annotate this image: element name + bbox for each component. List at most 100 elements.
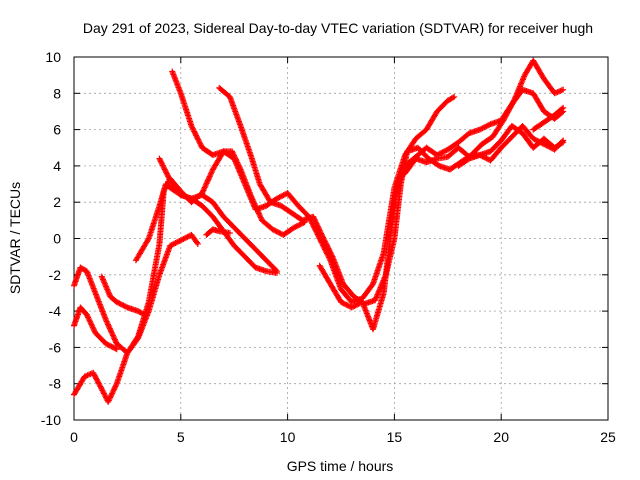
data-point: [257, 214, 264, 221]
data-point: [351, 303, 358, 310]
data-point: [544, 143, 551, 150]
data-point: [280, 192, 287, 199]
data-point: [109, 331, 116, 338]
data-point: [344, 302, 351, 309]
data-points: [71, 57, 567, 405]
data-point: [313, 220, 320, 227]
data-point: [482, 154, 489, 161]
data-point: [324, 244, 331, 251]
data-point: [109, 332, 116, 339]
data-point: [116, 300, 123, 307]
x-axis-label: GPS time / hours: [287, 458, 394, 474]
data-point: [112, 337, 119, 344]
data-point: [87, 318, 94, 325]
data-point: [157, 158, 164, 165]
data-point: [111, 386, 118, 393]
grid: [74, 57, 608, 420]
data-point: [293, 223, 300, 230]
data-point: [110, 387, 117, 394]
data-point: [226, 230, 233, 237]
y-tick-label: -4: [49, 303, 62, 319]
data-point: [179, 236, 186, 243]
data-point: [449, 94, 456, 101]
data-point: [113, 382, 120, 389]
data-point: [482, 123, 489, 130]
data-point: [108, 329, 115, 336]
data-point: [189, 124, 196, 131]
data-point: [113, 299, 120, 306]
data-point: [202, 183, 209, 190]
data-point: [229, 149, 236, 156]
data-point: [159, 161, 166, 168]
data-point: [173, 239, 180, 246]
data-point: [108, 391, 115, 398]
data-point: [312, 219, 319, 226]
data-point: [103, 317, 110, 324]
data-point: [85, 314, 92, 321]
data-point: [277, 193, 284, 200]
data-point: [88, 321, 95, 328]
series-track: [71, 148, 308, 405]
data-point: [84, 313, 91, 320]
data-point: [193, 239, 200, 246]
x-tick-label: 0: [70, 429, 78, 445]
data-point: [112, 345, 119, 352]
data-point: [320, 234, 327, 241]
data-point: [486, 121, 493, 128]
data-point: [171, 240, 178, 247]
data-point: [200, 187, 207, 194]
series-track: [316, 86, 567, 333]
data-point: [269, 226, 276, 233]
data-point: [161, 166, 168, 173]
data-point: [120, 302, 127, 309]
data-point: [167, 242, 174, 249]
data-point: [478, 152, 485, 159]
data-point: [111, 335, 118, 342]
data-point: [340, 300, 347, 307]
data-point: [279, 192, 286, 199]
data-point: [327, 249, 334, 256]
data-point: [534, 137, 541, 144]
data-point: [272, 267, 279, 274]
data-point: [201, 184, 208, 191]
y-tick-label: 0: [53, 231, 61, 247]
data-point: [176, 237, 183, 244]
data-point: [121, 303, 128, 310]
data-point: [276, 229, 283, 236]
data-point: [270, 227, 277, 234]
data-point: [338, 299, 344, 306]
data-point: [203, 180, 210, 187]
data-point: [328, 252, 335, 259]
series-track: [203, 226, 233, 238]
data-point: [104, 319, 111, 326]
data-point: [318, 230, 325, 237]
data-point: [560, 86, 567, 93]
data-point: [85, 315, 92, 322]
data-point: [209, 167, 216, 174]
data-point: [157, 157, 164, 164]
y-tick-label: -6: [49, 339, 62, 355]
data-point: [123, 303, 130, 310]
data-point: [110, 333, 117, 340]
data-point: [180, 235, 187, 242]
data-point: [207, 170, 214, 177]
data-point: [350, 303, 357, 310]
data-point: [105, 398, 112, 405]
data-point: [191, 128, 198, 135]
data-point: [559, 138, 566, 145]
data-point: [479, 153, 486, 160]
data-point: [107, 393, 114, 400]
data-point: [160, 163, 167, 170]
data-point: [109, 344, 116, 351]
data-point: [322, 238, 329, 245]
data-point: [483, 155, 490, 162]
data-point: [531, 136, 538, 143]
data-point: [325, 245, 332, 252]
data-point: [543, 142, 550, 149]
series-track: [156, 155, 280, 275]
data-point: [312, 217, 319, 224]
data-point: [348, 304, 355, 311]
data-point: [297, 221, 304, 228]
data-point: [342, 301, 349, 308]
data-point: [89, 324, 96, 331]
